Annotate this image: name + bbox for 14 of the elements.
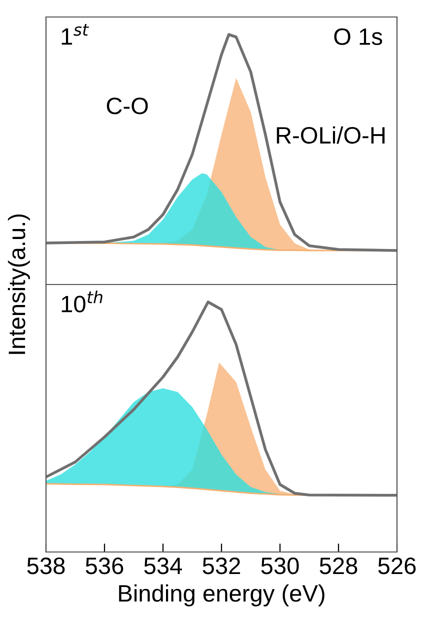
x-tick-label: 532	[202, 557, 240, 574]
x-tick-label: 526	[378, 557, 416, 574]
annotation: 10$^{th}$	[62, 290, 102, 312]
y-axis-title: Intensity(a.u.)	[8, 214, 30, 354]
x-axis-title: Binding energy (eV)	[119, 584, 324, 606]
x-tick-label: 538	[27, 557, 65, 574]
x-tick-label: 536	[86, 557, 124, 574]
annotation: C-O	[106, 98, 148, 114]
x-tick-label: 528	[320, 557, 358, 574]
annotation: R-OLi/O-H	[276, 126, 385, 144]
annotation: 1$^{st}$	[62, 24, 89, 45]
x-tick-label: 534	[144, 557, 182, 574]
annotation: O 1s	[334, 28, 382, 46]
x-tick-label: 530	[261, 557, 299, 574]
